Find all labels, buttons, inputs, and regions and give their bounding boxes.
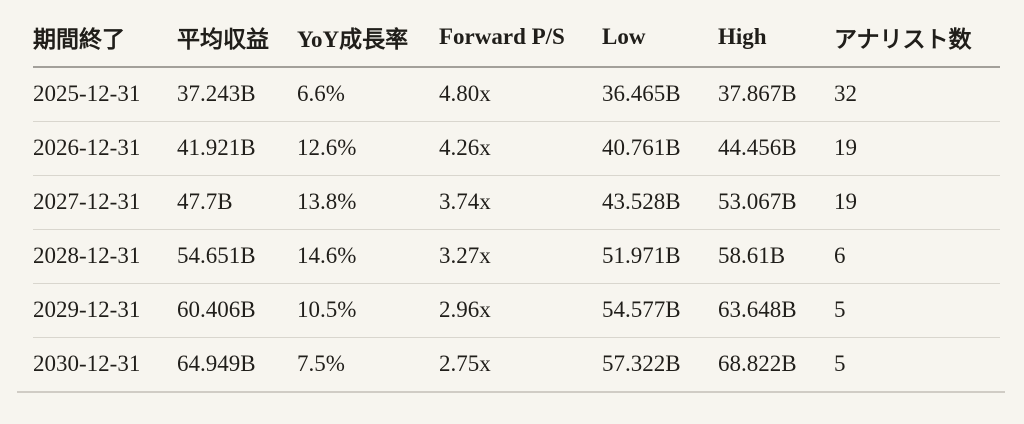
cell-average-revenue: 54.651B	[177, 228, 297, 283]
cell-period-ending: 2028-12-31	[33, 228, 177, 283]
cell-forward-ps: 3.74x	[439, 174, 602, 229]
cell-high: 58.61B	[718, 228, 834, 283]
cell-high: 37.867B	[718, 81, 797, 107]
cell-average-revenue: 47.7B	[177, 174, 297, 229]
cell-period-ending: 2026-12-31	[33, 120, 177, 175]
cell-average-revenue: 41.921B	[177, 120, 297, 175]
table-row: 2028-12-31 54.651B 14.6% 3.27x 51.971B 5…	[33, 228, 1000, 283]
table-row: 2030-12-31 64.949B 7.5% 2.75x 57.322B 68…	[33, 336, 1000, 391]
cell-low: 43.528B	[602, 174, 718, 229]
cell-analyst-count: 6	[834, 228, 1000, 283]
column-header-low: Low	[602, 0, 718, 68]
cell-high: 53.067B	[718, 174, 834, 229]
cell-high: 63.648B	[718, 282, 834, 337]
cell-yoy-growth: 12.6%	[297, 120, 439, 175]
table-row: 2029-12-31 60.406B 10.5% 2.96x 54.577B 6…	[33, 282, 1000, 337]
cell-analyst-count: 19	[834, 120, 1000, 175]
cell-analyst-count: 5	[834, 336, 1000, 391]
column-header-analyst-count: アナリスト数	[834, 0, 1000, 68]
cell-average-revenue: 37.243B	[177, 81, 256, 107]
cell-period-ending: 2025-12-31	[33, 81, 141, 107]
column-header-average-revenue: 平均収益	[177, 0, 297, 68]
cell-low: 54.577B	[602, 282, 718, 337]
table-row: 2027-12-31 47.7B 13.8% 3.74x 43.528B 53.…	[33, 174, 1000, 229]
revenue-forecast-table: 期間終了 平均収益 YoY成長率 Forward P/S Low High アナ…	[33, 0, 1000, 391]
cell-high: 44.456B	[718, 120, 834, 175]
column-header-high: High	[718, 0, 834, 68]
table-bottom-rule	[17, 391, 1005, 393]
cell-analyst-count: 5	[834, 282, 1000, 337]
cell-average-revenue: 60.406B	[177, 282, 297, 337]
cell-period-ending: 2029-12-31	[33, 282, 177, 337]
cell-forward-ps: 4.26x	[439, 120, 602, 175]
column-header-period-ending: 期間終了	[33, 0, 177, 68]
column-header-yoy-growth: YoY成長率	[297, 0, 439, 68]
cell-yoy-growth: 6.6%	[297, 81, 345, 107]
cell-yoy-growth: 10.5%	[297, 282, 439, 337]
cell-high: 68.822B	[718, 336, 834, 391]
cell-analyst-count: 19	[834, 174, 1000, 229]
cell-yoy-growth: 14.6%	[297, 228, 439, 283]
cell-low: 51.971B	[602, 228, 718, 283]
table-row: 2025-12-31 37.243B 6.6% 4.80x 36.465B 37…	[33, 67, 1000, 121]
cell-period-ending: 2027-12-31	[33, 174, 177, 229]
cell-analyst-count: 32	[834, 81, 857, 107]
cell-yoy-growth: 13.8%	[297, 174, 439, 229]
cell-period-ending: 2030-12-31	[33, 336, 177, 391]
cell-forward-ps: 3.27x	[439, 228, 602, 283]
cell-forward-ps: 4.80x	[439, 81, 491, 107]
cell-forward-ps: 2.96x	[439, 282, 602, 337]
cell-low: 57.322B	[602, 336, 718, 391]
cell-yoy-growth: 7.5%	[297, 336, 439, 391]
cell-forward-ps: 2.75x	[439, 336, 602, 391]
table-row: 2026-12-31 41.921B 12.6% 4.26x 40.761B 4…	[33, 120, 1000, 175]
cell-low: 40.761B	[602, 120, 718, 175]
column-header-forward-ps: Forward P/S	[439, 0, 602, 68]
header-row: 期間終了 平均収益 YoY成長率 Forward P/S Low High アナ…	[33, 0, 1000, 68]
cell-average-revenue: 64.949B	[177, 336, 297, 391]
cell-low: 36.465B	[602, 81, 681, 107]
